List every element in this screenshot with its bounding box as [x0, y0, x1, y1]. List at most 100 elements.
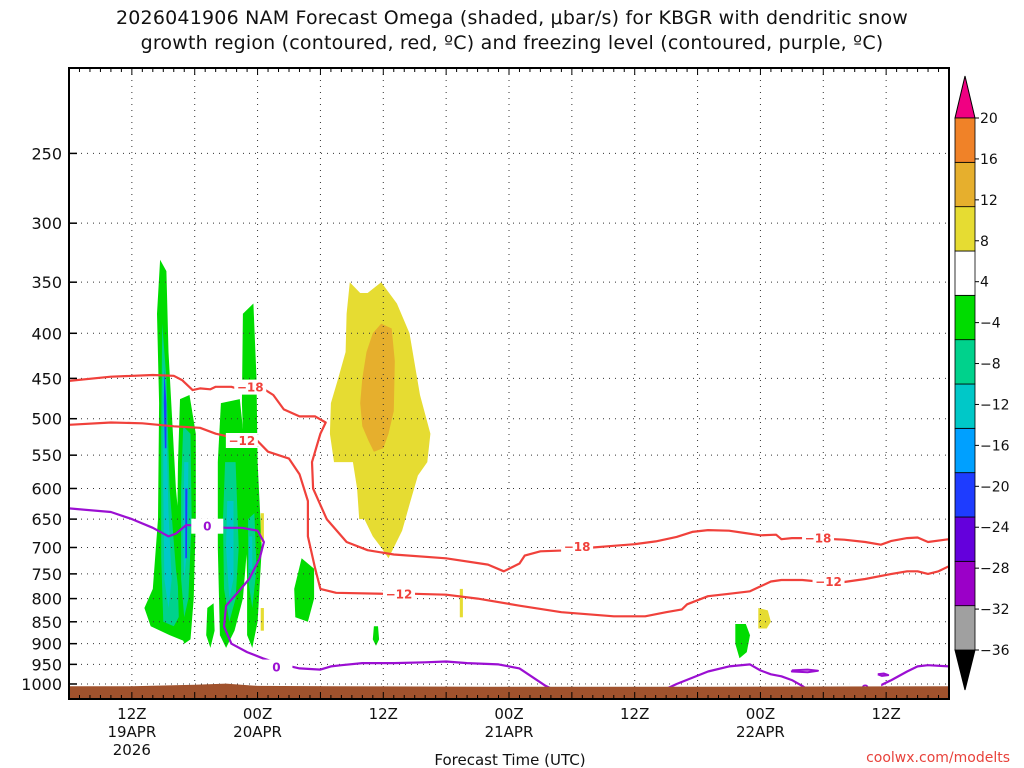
y-axis: 250 300 350 400 450 500 550 600 650 700 750 800 850 9…	[21, 144, 77, 694]
x-tick-label: 00Z	[746, 705, 775, 723]
colorbar-arrow-bottom	[954, 649, 976, 691]
x-tick-label: 22APR	[736, 723, 785, 741]
y-tick-label: 450	[31, 369, 62, 388]
colorbar-swatch	[954, 294, 976, 341]
contour-label: −18	[564, 540, 591, 554]
x-tick-label: 00Z	[243, 705, 272, 723]
x-tick-label: 20APR	[233, 723, 282, 741]
contour-label-bg	[802, 530, 835, 546]
colorbar-swatch	[954, 427, 976, 474]
y-tick-label: 1000	[21, 675, 62, 694]
x-tick-label: 12Z	[117, 705, 146, 723]
y-tick-label: 500	[31, 410, 62, 429]
colorbar-arrow-top	[954, 75, 976, 119]
downward-small-21apr	[459, 588, 463, 618]
y-tick-label: 650	[31, 510, 62, 529]
title-line-2: growth region (contoured, red, ºC) and f…	[140, 32, 884, 54]
y-tick-label: 750	[31, 565, 62, 584]
x-tick-label: 12Z	[620, 705, 649, 723]
contour-0-freezing	[69, 507, 573, 699]
colorbar-label: 4	[980, 275, 989, 291]
upward-core-19apr-b	[176, 395, 196, 644]
colorbar-swatch	[954, 161, 976, 208]
colorbar-swatch	[954, 516, 976, 562]
y-tick-label: 600	[31, 479, 62, 498]
colorbar-label: −12	[980, 397, 1010, 413]
upward-small-21apr	[735, 624, 750, 659]
upward-small-19apr	[206, 603, 215, 648]
contour-label-bg	[191, 518, 224, 534]
upward-band-20apr-b-fill	[249, 536, 253, 569]
colorbar-swatch	[954, 206, 976, 252]
upward-core-20apr-a	[217, 399, 248, 648]
contour-label-bg	[561, 538, 594, 554]
y-tick-label: 300	[31, 214, 62, 233]
chart-title: 2026041906 NAM Forecast Omega (shaded, μ…	[0, 6, 1024, 56]
colorbar-label: 20	[980, 111, 998, 127]
colorbar-swatch	[954, 250, 976, 296]
y-tick-label: 900	[31, 635, 62, 654]
x-tick-label: 12Z	[369, 705, 398, 723]
contour-label-bg	[225, 432, 258, 448]
contour-label: −12	[228, 434, 255, 448]
y-tick-label: 250	[31, 144, 62, 163]
downward-small-20apr-b	[260, 608, 264, 631]
contour-0-freezing-c	[790, 668, 819, 674]
contour-label-bg	[260, 659, 293, 675]
contour-label: −12	[815, 575, 842, 589]
y-tick-label: 350	[31, 273, 62, 292]
colorbar-swatch	[954, 383, 976, 429]
colorbar-label: −4	[980, 316, 1001, 332]
contour-label: −12	[386, 588, 413, 602]
colorbar-label: −28	[980, 561, 1010, 577]
downward-small-20apr-a-fill	[260, 513, 264, 542]
colorbar-swatch	[954, 560, 976, 607]
colorbar-label: −32	[980, 602, 1010, 618]
colorbar-label: 8	[980, 234, 989, 250]
upward-core-19apr-b-fill	[185, 488, 188, 559]
colorbar-swatch	[954, 605, 976, 651]
upward-core-19apr-a-fill	[163, 369, 167, 449]
upward-small-20apr-fill	[372, 626, 380, 646]
y-tick-label: 400	[31, 324, 62, 343]
colorbar-label: −8	[980, 357, 1001, 373]
upward-small-19apr-fill	[206, 603, 215, 648]
downward-small-22apr-fill	[758, 608, 771, 629]
upward-small-20apr	[372, 626, 380, 646]
contour-label: −18	[805, 532, 832, 546]
contour-label: 0	[203, 520, 211, 534]
title-line-1: 2026041906 NAM Forecast Omega (shaded, μ…	[115, 7, 909, 29]
y-tick-label: 800	[31, 590, 62, 609]
contour-0-freezing-d	[877, 672, 890, 677]
colorbar-label: −20	[980, 479, 1010, 495]
x-tick-label: 19APR	[107, 723, 156, 741]
x-axis-title: Forecast Time (UTC)	[434, 751, 585, 768]
temperature-contours: −18−18−18−12−12−12000	[69, 373, 949, 699]
plot-background	[69, 68, 949, 699]
colorbar-legend: 20 16 12 8 4 −4 −8 −12 −16 −20 −24 −28 −32 −36	[954, 75, 1010, 691]
y-tick-label: 850	[31, 613, 62, 632]
colorbar-label: 16	[980, 152, 998, 168]
contour-label-bg	[234, 379, 267, 395]
omega-shading	[144, 259, 771, 659]
y-tick-label: 550	[31, 446, 62, 465]
contour-label-bg	[383, 586, 415, 602]
downward-core-20apr-fill	[360, 323, 395, 452]
downward-small-20apr-b-fill	[260, 608, 264, 631]
colorbar-label: 12	[980, 193, 998, 209]
downward-core-20apr	[329, 282, 431, 559]
x-tick-label: 2026	[113, 741, 151, 759]
colorbar-swatch	[954, 117, 976, 163]
y-tick-label: 700	[31, 538, 62, 557]
upward-small-21apr-fill	[735, 624, 750, 659]
y-tick-label: 950	[31, 655, 62, 674]
colorbar-label: −24	[980, 520, 1010, 536]
colorbar-label: −16	[980, 438, 1010, 454]
downward-small-22apr	[758, 608, 771, 629]
downward-small-21apr-fill	[459, 588, 463, 618]
colorbar-label: −36	[980, 643, 1010, 659]
credit-link[interactable]: coolwx.com/modelts	[866, 750, 1010, 766]
x-tick-label: 21APR	[485, 723, 534, 741]
